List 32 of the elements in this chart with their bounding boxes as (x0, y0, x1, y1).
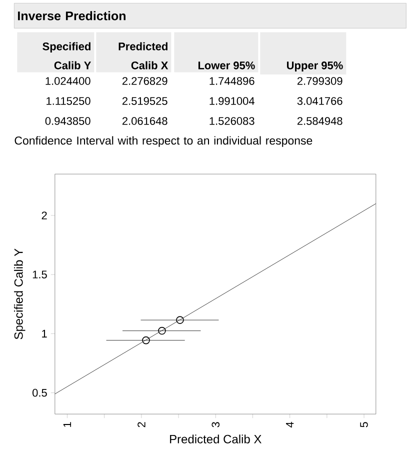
text: 2.584948 (297, 117, 342, 125)
text: 2.799309 (297, 77, 342, 85)
point (158, 326, 166, 335)
text: 1.526083 (210, 117, 254, 125)
chart-subtitle: Confidence Interval with respect to an individual response (14, 136, 312, 147)
chart-title: Inverse Prediction (18, 11, 126, 20)
text: 1.744896 (210, 77, 254, 85)
text: Predicted Calib X (118, 42, 168, 70)
text: Specified Calib Y (42, 42, 92, 70)
text: 2.276829 (122, 77, 168, 85)
text: 1.024400 (46, 77, 90, 85)
x-tick-label: 2 (138, 422, 146, 428)
point (142, 336, 150, 344)
x-tick-label: 5 (360, 422, 368, 428)
x-axis-title: Predicted Calib X (170, 434, 262, 444)
y-axis-title: Specified Calib Y (14, 248, 26, 340)
x-tick-label: 4 (286, 422, 294, 428)
y-tick-label: 1 (42, 330, 47, 338)
text: 2.061648 (122, 117, 168, 125)
x-tick-label: 1 (63, 422, 72, 427)
text: 1.115250 (46, 97, 90, 105)
text: 2.519525 (122, 97, 168, 105)
y-tick-label: 0.5 (32, 388, 47, 397)
point (176, 316, 184, 324)
y-tick-label: 1.5 (32, 270, 47, 278)
text: 0.943850 (45, 117, 90, 125)
text: 3.041766 (297, 97, 342, 105)
text: 1.991004 (210, 97, 254, 105)
x-tick-label: 3 (212, 422, 220, 428)
text: Upper 95% (287, 62, 343, 72)
y-tick-label: 2 (42, 212, 47, 220)
text: Lower 95% (198, 62, 255, 70)
